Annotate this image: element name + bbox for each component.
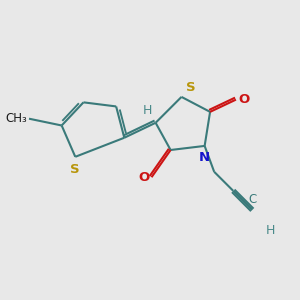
Text: H: H (266, 224, 275, 236)
Text: CH₃: CH₃ (5, 112, 27, 125)
Text: N: N (199, 151, 210, 164)
Text: S: S (186, 81, 196, 94)
Text: C: C (248, 193, 256, 206)
Text: H: H (143, 104, 152, 117)
Text: S: S (70, 163, 80, 176)
Text: O: O (238, 93, 249, 106)
Text: O: O (138, 171, 149, 184)
